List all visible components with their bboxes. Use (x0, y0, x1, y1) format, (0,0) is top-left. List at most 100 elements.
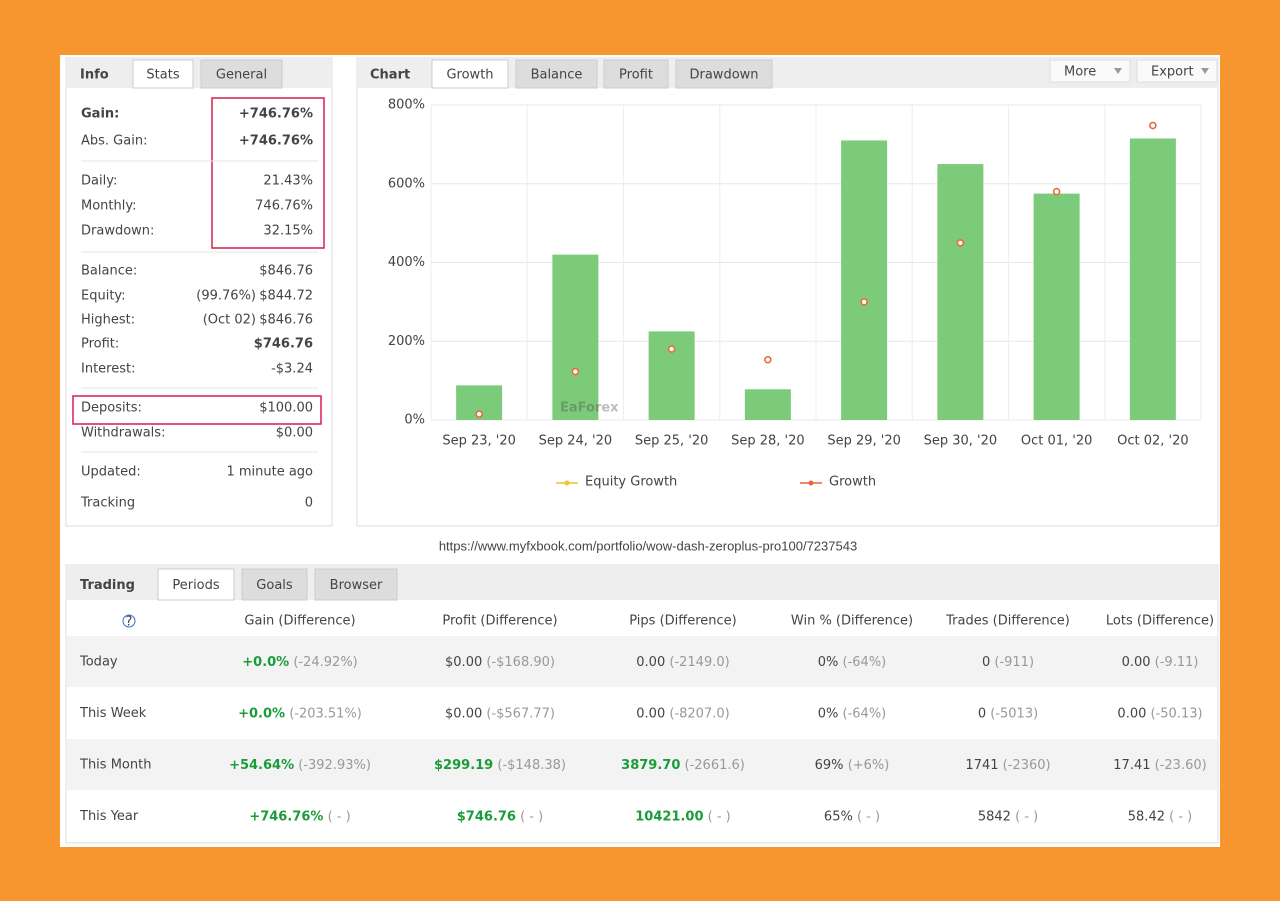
table-cell: 0 (-5013) (978, 706, 1038, 721)
bar (1033, 193, 1080, 420)
legend-label: Growth (829, 475, 876, 490)
tab[interactable] (431, 59, 509, 89)
table-cell: +54.64% (-392.93%) (229, 758, 371, 773)
cell-diff: ( - ) (857, 809, 880, 824)
cell-diff: (-2661.6) (685, 758, 745, 773)
cell-value: 0 (982, 655, 990, 670)
row-label: This Year (79, 809, 139, 824)
stat-label: Abs. Gain: (81, 134, 147, 149)
x-tick-label: Sep 24, '20 (539, 434, 613, 449)
cell-diff: ( - ) (1169, 809, 1192, 824)
cell-diff: (-50.13) (1151, 706, 1203, 721)
y-tick-label: 0% (404, 413, 425, 428)
cell-diff: (-2360) (1003, 758, 1051, 773)
stat-label: Profit: (81, 337, 119, 352)
table-cell: +746.76% ( - ) (249, 809, 350, 824)
point (860, 298, 868, 306)
tab-label[interactable]: Balance (531, 68, 583, 83)
cell-value: +0.0% (238, 706, 285, 721)
x-tick-label: Sep 30, '20 (924, 434, 998, 449)
trading-header (66, 565, 1218, 600)
dropdown-arrow (1114, 68, 1122, 74)
stat-value: $746.76 (254, 337, 313, 352)
button-label[interactable]: Export (1151, 65, 1194, 80)
cell-diff: (+6%) (848, 758, 890, 773)
tab[interactable] (314, 568, 398, 601)
tab-label[interactable]: Growth (446, 68, 493, 83)
table-row (67, 739, 1217, 790)
point (571, 367, 580, 376)
row-label: This Month (79, 758, 151, 773)
x-tick-label: Sep 25, '20 (635, 434, 709, 449)
cell-value: 5842 (978, 809, 1011, 824)
cell-diff: (-$168.90) (486, 655, 555, 670)
x-tick-label: Oct 02, '20 (1117, 434, 1189, 449)
button-label[interactable]: More (1064, 65, 1096, 80)
table-cell: 58.42 ( - ) (1128, 809, 1192, 824)
stat-note: (Oct 02) (203, 313, 256, 328)
table-row (67, 790, 1217, 842)
cell-value: $0.00 (445, 655, 482, 670)
table-cell: 0.00 (-50.13) (1117, 706, 1202, 721)
cell-value: 10421.00 (635, 809, 703, 824)
table-cell: 3879.70 (-2661.6) (621, 758, 745, 773)
chart-panel (356, 57, 1219, 527)
cell-diff: ( - ) (520, 809, 543, 824)
y-tick-label: 400% (388, 255, 425, 270)
cell-value: $299.19 (434, 758, 493, 773)
cell-value: $0.00 (445, 706, 482, 721)
legend-marker (808, 480, 814, 486)
cell-value: 58.42 (1128, 809, 1165, 824)
x-tick-label: Sep 28, '20 (731, 434, 805, 449)
tab-label[interactable]: Browser (330, 578, 383, 593)
help-icon-label[interactable]: ? (126, 615, 133, 630)
tab[interactable] (157, 568, 235, 601)
button[interactable] (1136, 59, 1218, 83)
tab[interactable] (675, 59, 773, 89)
stat-label: Highest: (81, 313, 135, 328)
tab[interactable] (241, 568, 308, 601)
button[interactable] (1049, 59, 1131, 83)
column-header: Profit (Difference) (442, 614, 557, 629)
url: https://www.myfxbook.com/portfolio/wow-d… (439, 538, 857, 553)
tab-label[interactable]: Drawdown (689, 68, 758, 83)
tab[interactable] (132, 59, 194, 89)
tab-label[interactable]: Periods (172, 578, 220, 593)
x-tick-label: Sep 23, '20 (442, 434, 516, 449)
cell-value: 0 (978, 706, 986, 721)
x-tick-label: Sep 29, '20 (827, 434, 901, 449)
cell-value: 3879.70 (621, 758, 680, 773)
tab[interactable] (515, 59, 598, 89)
stat-value: $844.72 (259, 289, 313, 304)
tab[interactable] (200, 59, 283, 89)
stats-panel (65, 57, 333, 527)
cell-diff: (-64%) (843, 706, 887, 721)
stat-value: $846.76 (259, 313, 313, 328)
tab-label[interactable]: Stats (146, 68, 179, 83)
cell-value: 0.00 (636, 655, 665, 670)
cell-diff: (-5013) (990, 706, 1038, 721)
point (1149, 121, 1157, 130)
highlight-box (72, 395, 322, 425)
tab[interactable] (603, 59, 669, 89)
column-header: Gain (Difference) (244, 614, 355, 629)
y-tick-label: 800% (388, 98, 425, 113)
cell-diff: (-911) (994, 655, 1034, 670)
column-header: Lots (Difference) (1106, 614, 1214, 629)
tab-label[interactable]: Goals (256, 578, 293, 593)
tab-label[interactable]: General (216, 68, 267, 83)
y-tick-label: 200% (388, 334, 425, 349)
table-cell: $299.19 (-$148.38) (434, 758, 566, 773)
cell-value: $746.76 (457, 809, 516, 824)
table-cell: $746.76 ( - ) (457, 809, 543, 824)
help-icon[interactable] (122, 614, 136, 628)
cell-value: 0% (818, 655, 839, 670)
tab-label[interactable]: Profit (619, 68, 653, 83)
stat-label: Equity: (81, 289, 126, 304)
stat-note: (99.76%) (196, 289, 256, 304)
bar (937, 164, 984, 420)
column-header: Win % (Difference) (791, 614, 913, 629)
table-cell: 10421.00 ( - ) (635, 809, 731, 824)
column-header: Pips (Difference) (629, 614, 737, 629)
